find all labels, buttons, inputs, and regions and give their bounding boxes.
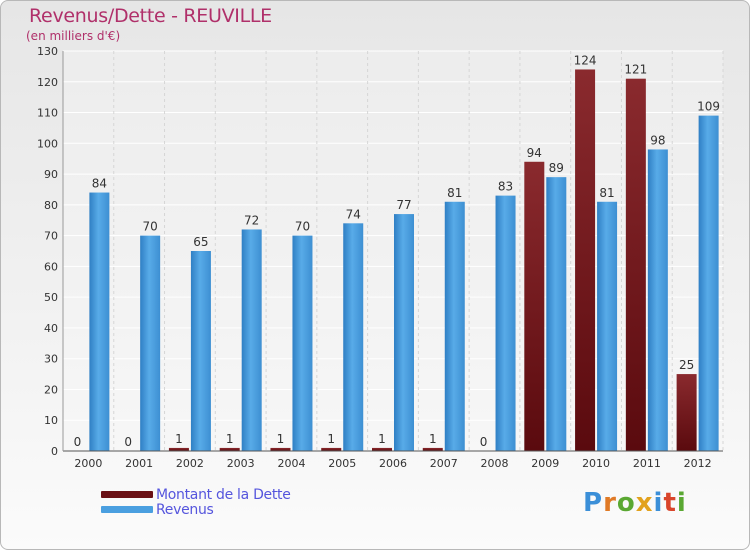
value-label-revenus: 98 [650, 133, 665, 147]
bar-dette [372, 447, 392, 451]
value-label-dette: 1 [277, 432, 285, 446]
value-label-revenus: 84 [92, 177, 107, 191]
value-label-dette: 0 [124, 435, 132, 449]
value-label-dette: 124 [574, 53, 597, 67]
value-label-revenus: 72 [244, 213, 259, 227]
bar-revenus [444, 201, 465, 451]
value-label-revenus: 81 [447, 186, 462, 200]
x-tick-label: 2012 [684, 457, 712, 470]
brand-letter: P [583, 488, 604, 518]
value-label-dette: 25 [679, 358, 694, 372]
y-tick-label: 100 [37, 137, 58, 150]
value-label-revenus: 65 [193, 235, 208, 249]
x-tick-label: 2008 [481, 457, 509, 470]
legend: Montant de la Dette Revenus [101, 486, 291, 518]
bar-revenus [190, 251, 211, 451]
x-tick-label: 2005 [328, 457, 356, 470]
brand-letter: i [653, 488, 664, 518]
bar-dette [575, 69, 596, 451]
bar-revenus [343, 223, 364, 451]
brand-letter: r [603, 488, 617, 518]
y-tick-label: 70 [44, 230, 58, 243]
value-label-dette: 0 [480, 435, 488, 449]
value-label-revenus: 83 [498, 180, 513, 194]
bar-dette [219, 447, 240, 451]
x-tick-label: 2009 [531, 457, 559, 470]
value-label-revenus: 77 [396, 198, 411, 212]
bar-revenus [698, 115, 719, 451]
y-tick-label: 60 [44, 260, 58, 273]
value-label-revenus: 70 [295, 220, 310, 234]
y-tick-label: 50 [44, 291, 58, 304]
brand-letter: x [635, 488, 654, 518]
value-label-dette: 1 [327, 432, 335, 446]
bar-dette [321, 447, 342, 451]
bar-dette [676, 374, 697, 451]
y-tick-label: 0 [51, 445, 58, 458]
value-label-dette: 94 [527, 146, 542, 160]
legend-label-revenus: Revenus [156, 501, 214, 518]
bar-revenus [597, 201, 618, 451]
legend-swatch-dette [101, 491, 153, 498]
value-label-revenus: 89 [549, 161, 564, 175]
bar-revenus [495, 195, 516, 451]
y-tick-label: 30 [44, 353, 58, 366]
bar-revenus [241, 229, 262, 451]
bar-dette [422, 447, 443, 451]
value-label-dette: 1 [226, 432, 234, 446]
bar-dette [625, 78, 646, 451]
legend-swatch-revenus [101, 506, 153, 513]
bar-revenus [394, 214, 414, 451]
brand-letter: i [676, 488, 687, 518]
bar-revenus [292, 235, 313, 451]
value-label-revenus: 70 [143, 220, 158, 234]
x-tick-label: 2001 [125, 457, 153, 470]
y-tick-label: 40 [44, 322, 58, 335]
value-label-revenus: 74 [346, 207, 361, 221]
y-tick-label: 10 [44, 414, 58, 427]
chart-subtitle: (en milliers d'€) [26, 29, 121, 43]
x-tick-label: 2000 [74, 457, 102, 470]
x-tick-label: 2010 [582, 457, 610, 470]
legend-label-dette: Montant de la Dette [156, 486, 291, 503]
x-tick-label: 2006 [379, 457, 407, 470]
y-tick-label: 120 [37, 76, 58, 89]
value-label-dette: 1 [429, 432, 437, 446]
x-tick-label: 2003 [227, 457, 255, 470]
brand-letter: o [616, 488, 636, 518]
plot-area [63, 51, 723, 451]
value-label-revenus: 81 [599, 186, 614, 200]
x-tick-label: 2002 [176, 457, 204, 470]
brand-logo: Proxiti [583, 488, 687, 518]
chart-title: Revenus/Dette - REUVILLE [29, 5, 272, 27]
legend-item-revenus: Revenus [101, 501, 291, 518]
y-tick-label: 90 [44, 168, 58, 181]
x-tick-label: 2011 [633, 457, 661, 470]
y-tick-label: 130 [37, 45, 58, 58]
legend-item-dette: Montant de la Dette [101, 486, 291, 503]
bar-revenus [89, 192, 110, 452]
bar-dette [270, 447, 291, 451]
value-label-dette: 1 [378, 432, 386, 446]
y-tick-label: 110 [37, 107, 58, 120]
bar-revenus [647, 149, 668, 451]
y-tick-label: 80 [44, 199, 58, 212]
value-label-revenus: 109 [697, 100, 720, 114]
brand-letter: t [663, 488, 677, 518]
bar-dette [524, 161, 545, 451]
value-label-dette: 121 [624, 63, 647, 77]
bar-dette [168, 447, 189, 451]
bar-revenus [546, 177, 567, 451]
y-tick-label: 20 [44, 383, 58, 396]
x-tick-label: 2007 [430, 457, 458, 470]
bar-revenus [140, 235, 161, 451]
x-tick-label: 2004 [277, 457, 305, 470]
value-label-dette: 1 [175, 432, 183, 446]
value-label-dette: 0 [74, 435, 82, 449]
